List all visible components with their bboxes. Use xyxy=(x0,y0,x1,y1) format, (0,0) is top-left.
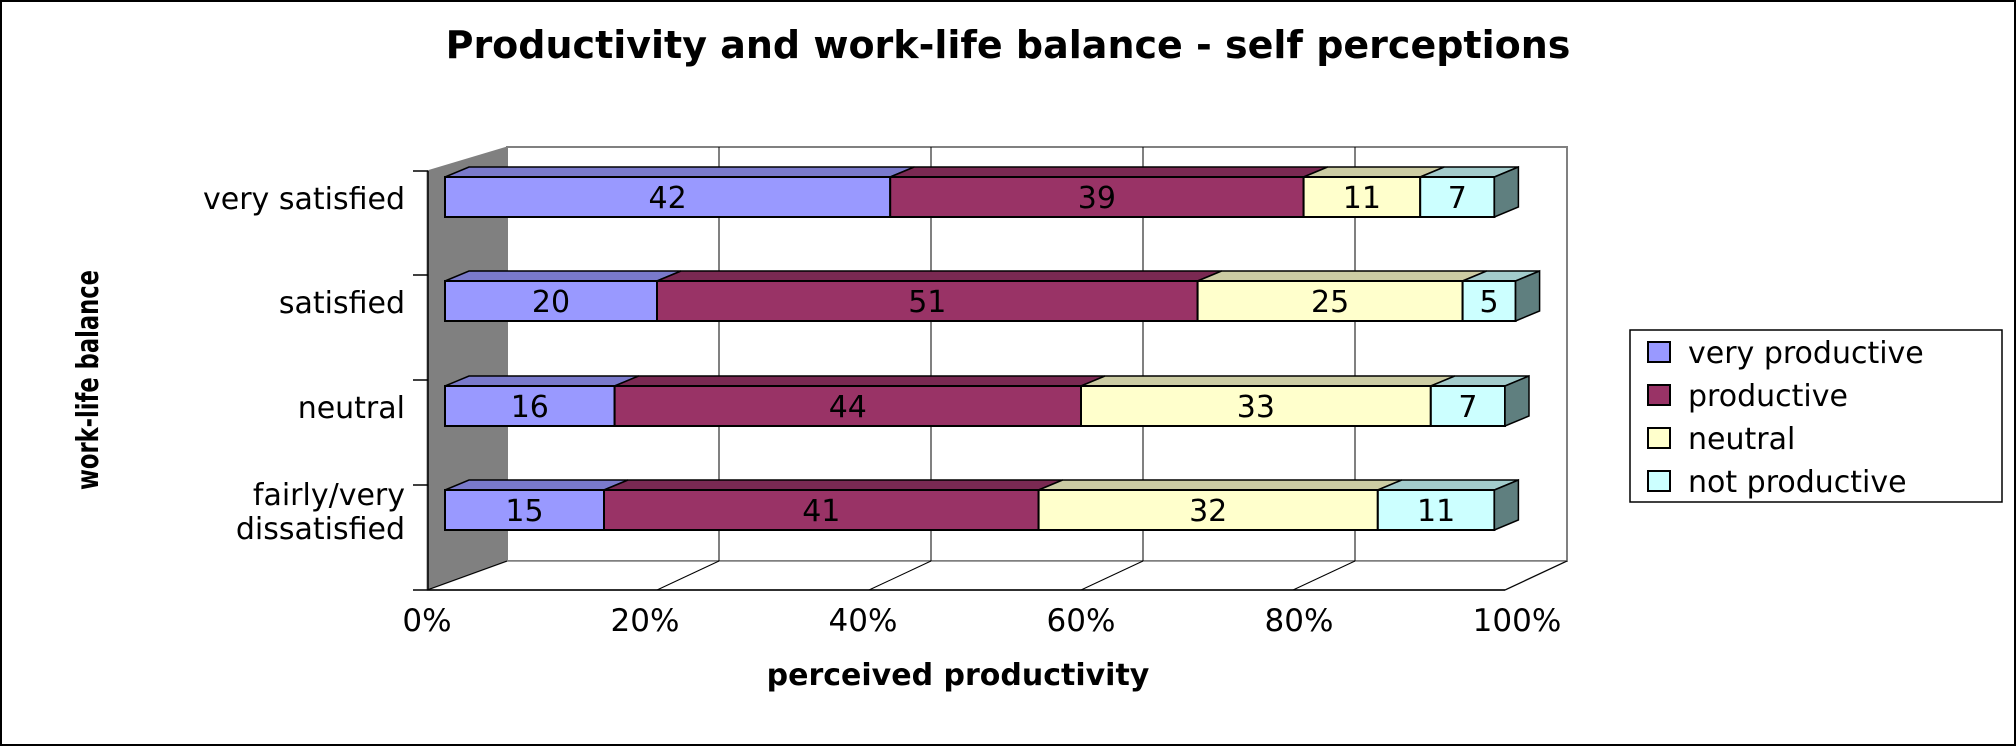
legend-box xyxy=(1629,329,2003,503)
bar-segment xyxy=(656,280,1199,322)
bar-side xyxy=(1493,478,1520,532)
legend-swatch xyxy=(1647,427,1671,449)
data-label: 51 xyxy=(908,285,946,320)
floor-gridline xyxy=(1504,560,1568,591)
bar-side xyxy=(1504,374,1530,428)
bar-top xyxy=(1038,479,1403,491)
bar-top xyxy=(1197,270,1487,282)
data-label: 11 xyxy=(1417,494,1455,529)
axes xyxy=(413,170,1505,591)
bar-segment xyxy=(1302,176,1422,218)
bar-segment xyxy=(1376,489,1496,531)
data-label: 5 xyxy=(1480,285,1499,320)
x-tick-label: 60% xyxy=(1047,603,1116,639)
floor xyxy=(426,560,1568,591)
x-tick-label: 0% xyxy=(402,603,451,639)
data-label: 32 xyxy=(1189,494,1227,529)
bars: 42 39 11 7 20 51 25 5 16 44 33 7 15 41 32 11 xyxy=(444,165,1541,532)
legend-swatch xyxy=(1647,470,1671,492)
bar-side xyxy=(1514,269,1541,323)
floor-gridline xyxy=(656,560,720,591)
y-axis-title: work-life balance xyxy=(71,270,106,490)
bar-side xyxy=(1493,165,1520,219)
data-label: 44 xyxy=(829,390,867,425)
bar-segment xyxy=(444,489,605,531)
bar-segment xyxy=(444,385,616,427)
data-label: 33 xyxy=(1237,390,1275,425)
data-label: 41 xyxy=(802,494,840,529)
floor-gridline xyxy=(1292,560,1356,591)
data-label: 11 xyxy=(1343,181,1381,216)
bar-top xyxy=(889,166,1328,178)
data-label: 15 xyxy=(505,494,543,529)
bar-segment xyxy=(1461,280,1517,322)
x-tick-label: 40% xyxy=(829,603,898,639)
bar-segment xyxy=(1429,385,1507,427)
x-tick-labels: 0% 20% 40% 60% 80% 100% xyxy=(402,603,1561,639)
legend-label: not productive xyxy=(1688,465,1907,500)
bar-segment xyxy=(613,385,1082,427)
legend-label: neutral xyxy=(1688,422,1795,457)
bar-segment xyxy=(889,176,1305,218)
data-label: 39 xyxy=(1078,181,1116,216)
legend-label: very productive xyxy=(1688,336,1924,371)
data-label: 7 xyxy=(1448,181,1467,216)
x-tick-label: 20% xyxy=(611,603,680,639)
bar-top xyxy=(444,270,682,282)
bar-segment xyxy=(1037,489,1379,531)
y-category-labels: very satisfied satisfied neutral fairly/ver… xyxy=(203,182,405,547)
chart-title: Productivity and work-life balance - sel… xyxy=(446,23,1571,67)
bar-top xyxy=(444,375,639,387)
x-axis-title: perceived productivity xyxy=(767,658,1150,693)
floor-gridline xyxy=(1080,560,1144,591)
bar-segment xyxy=(603,489,1040,531)
bar-segment xyxy=(444,176,892,218)
bar-top xyxy=(614,375,1106,387)
category-label: satisfied xyxy=(279,286,405,321)
data-label: 16 xyxy=(511,390,549,425)
legend-label: productive xyxy=(1688,379,1848,414)
bar-top xyxy=(1080,375,1456,387)
data-label: 25 xyxy=(1311,285,1349,320)
legend-swatch xyxy=(1647,341,1671,363)
category-label: dissatisfied xyxy=(236,512,405,547)
legend-swatch xyxy=(1647,384,1671,406)
data-label: 42 xyxy=(649,181,687,216)
data-label: 20 xyxy=(532,285,570,320)
bar-segment xyxy=(1080,385,1432,427)
data-label: 7 xyxy=(1458,390,1477,425)
category-label: neutral xyxy=(298,391,405,426)
category-label: very satisfied xyxy=(203,182,405,217)
bar-top xyxy=(603,479,1063,491)
legend: very productive productive neutral not prod… xyxy=(1629,329,2003,503)
x-tick-label: 80% xyxy=(1265,603,1334,639)
bar-top xyxy=(444,479,629,491)
bar-top xyxy=(656,270,1222,282)
floor-gridline xyxy=(868,560,932,591)
x-tick-label: 100% xyxy=(1473,603,1562,639)
floor-gridline xyxy=(426,560,508,591)
bar-segment xyxy=(1196,280,1464,322)
category-label: fairly/very xyxy=(253,478,405,513)
bar-top xyxy=(444,166,915,178)
